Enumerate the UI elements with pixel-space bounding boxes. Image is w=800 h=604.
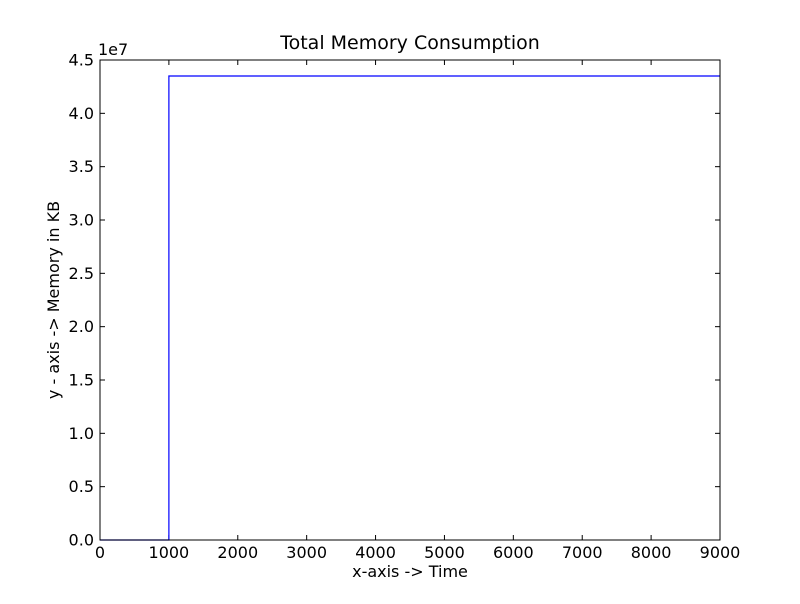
y-tick-label: 4.5 (69, 51, 94, 70)
chart-title: Total Memory Consumption (279, 32, 540, 54)
x-tick-label: 0 (95, 543, 105, 562)
y-tick-label: 4.0 (69, 104, 94, 123)
y-tick-label: 2.0 (69, 317, 94, 336)
x-tick-label: 2000 (217, 543, 258, 562)
y-tick-label: 3.0 (69, 211, 94, 230)
x-axis-title: x-axis -> Time (352, 562, 468, 581)
y-tick-label: 1.5 (69, 371, 94, 390)
x-tick-label: 8000 (631, 543, 672, 562)
x-tick-label: 4000 (355, 543, 396, 562)
y-axis-title: y - axis -> Memory in KB (44, 201, 63, 399)
y-tick-label: 3.5 (69, 157, 94, 176)
y-tick-label: 0.0 (69, 531, 94, 550)
ticks-layer: 0 1000 2000 3000 4000 5000 6000 7000 8000 9000 0.0… (69, 51, 741, 563)
x-tick-label: 9000 (700, 543, 741, 562)
x-tick-label: 7000 (562, 543, 603, 562)
x-tick-label: 5000 (424, 543, 465, 562)
y-axis-offset-label: 1e7 (98, 40, 128, 59)
series-line-memory (100, 75, 720, 541)
x-tick-label: 3000 (286, 543, 327, 562)
x-tick-label: 1000 (149, 543, 190, 562)
plot-frame (99, 59, 721, 541)
x-tick-label: 6000 (493, 543, 534, 562)
series-layer (100, 75, 720, 541)
y-tick-label: 0.5 (69, 477, 94, 496)
y-tick-label: 1.0 (69, 424, 94, 443)
y-tick-label: 2.5 (69, 264, 94, 283)
